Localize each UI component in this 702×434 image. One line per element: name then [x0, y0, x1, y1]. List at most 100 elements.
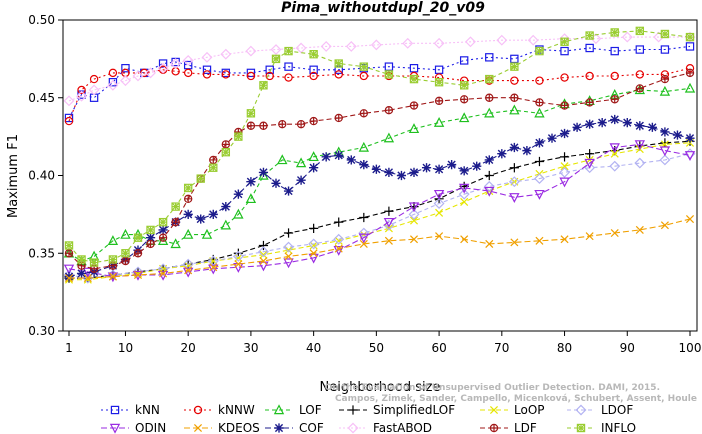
point-ldf — [560, 101, 569, 110]
point-ldf — [535, 98, 544, 107]
legend-marker-simplifiedlof — [348, 405, 358, 415]
legend-label-knnw: kNNW — [218, 403, 255, 417]
point-lof — [433, 116, 445, 127]
point-inflo — [196, 174, 205, 183]
point-simplifiedlof — [660, 138, 670, 148]
point-odin — [358, 233, 370, 244]
legend-item-simplifiedlof: SimplifiedLOF — [339, 403, 455, 417]
legend-marker-odin — [109, 423, 121, 434]
point-knnw — [610, 71, 619, 81]
series-line-kdeos — [69, 218, 691, 279]
point-fastabod — [201, 51, 213, 63]
point-inflo — [133, 233, 143, 242]
point-lof — [170, 238, 181, 249]
point-kdeos — [660, 221, 669, 230]
point-knn — [202, 65, 212, 74]
point-fastabod — [245, 45, 257, 57]
point-simplifiedlof — [384, 206, 394, 216]
series-kdeos — [64, 215, 695, 283]
point-knnw — [585, 71, 594, 81]
point-loop — [409, 216, 419, 225]
point-cof — [359, 160, 369, 170]
point-inflo — [510, 62, 519, 71]
series-fastabod — [63, 31, 696, 107]
point-lof — [308, 151, 319, 162]
point-knnw — [265, 71, 274, 81]
point-cof — [359, 160, 369, 170]
point-knnw — [359, 71, 369, 81]
point-lof — [182, 228, 194, 239]
point-cof — [76, 268, 87, 279]
y-tick-label: 0.35 — [28, 246, 55, 260]
legend-label-fastabod: FastABOD — [373, 421, 432, 434]
point-inflo — [409, 74, 419, 84]
point-inflo — [89, 258, 99, 267]
point-inflo — [196, 174, 205, 183]
point-odin — [63, 264, 75, 275]
point-fastabod — [496, 34, 508, 46]
legend-item-inflo: INFLO — [567, 421, 636, 434]
point-lof — [201, 228, 213, 239]
point-kdeos — [485, 239, 494, 248]
point-inflo — [171, 202, 180, 211]
point-fastabod — [295, 42, 307, 54]
point-kdeos — [560, 235, 569, 244]
point-lof — [433, 116, 445, 127]
point-ldf — [183, 194, 193, 204]
point-ldf — [259, 122, 268, 130]
point-odin — [458, 183, 470, 194]
chart-title: Pima_withoutdupl_20_v09 — [281, 0, 485, 16]
point-loop — [560, 162, 569, 171]
point-fastabod — [157, 62, 169, 74]
point-lof — [458, 112, 470, 123]
point-ldf — [510, 94, 518, 102]
point-inflo — [221, 147, 231, 157]
point-fastabod — [182, 54, 194, 66]
point-cof — [635, 121, 645, 131]
point-knnw — [64, 116, 74, 126]
point-knnw — [610, 71, 619, 81]
point-cof — [597, 118, 607, 128]
x-tick-label: 80 — [557, 341, 572, 355]
point-inflo — [485, 75, 494, 84]
point-ldf — [247, 122, 255, 130]
point-ldf — [585, 98, 594, 107]
legend-label-cof: COF — [299, 421, 324, 434]
point-ldof — [308, 238, 320, 250]
point-loop — [234, 253, 243, 262]
point-ldof — [132, 266, 144, 278]
series-line-cof — [68, 118, 691, 278]
legend-marker-ldof — [575, 404, 587, 416]
point-cof — [233, 189, 243, 199]
point-inflo — [435, 78, 444, 87]
point-simplifiedlof — [309, 223, 319, 233]
point-inflo — [585, 31, 594, 40]
point-ldof — [408, 208, 420, 220]
point-cof — [309, 163, 319, 173]
legend-label-ldof: LDOF — [601, 403, 633, 417]
point-ldf — [146, 239, 155, 249]
point-cof — [472, 161, 482, 171]
point-fastabod — [220, 48, 232, 60]
point-knn — [685, 42, 695, 51]
point-cof — [559, 128, 570, 139]
point-inflo — [133, 233, 143, 242]
point-kdeos — [309, 249, 318, 258]
point-cof — [246, 177, 256, 187]
point-simplifiedlof — [585, 149, 595, 159]
point-ldf — [296, 119, 306, 129]
point-ldof — [408, 208, 420, 220]
series-line-lof — [68, 87, 691, 262]
point-odin — [458, 183, 470, 194]
point-lof — [233, 208, 244, 219]
point-knn — [610, 46, 619, 56]
x-tick-label: 50 — [369, 341, 384, 355]
point-knnw — [202, 70, 212, 79]
point-kdeos — [409, 235, 419, 244]
point-loop — [259, 250, 268, 259]
point-inflo — [234, 132, 243, 141]
point-inflo — [334, 59, 343, 68]
point-ldof — [258, 246, 269, 258]
point-fastabod — [132, 70, 144, 82]
point-odin — [584, 158, 595, 169]
